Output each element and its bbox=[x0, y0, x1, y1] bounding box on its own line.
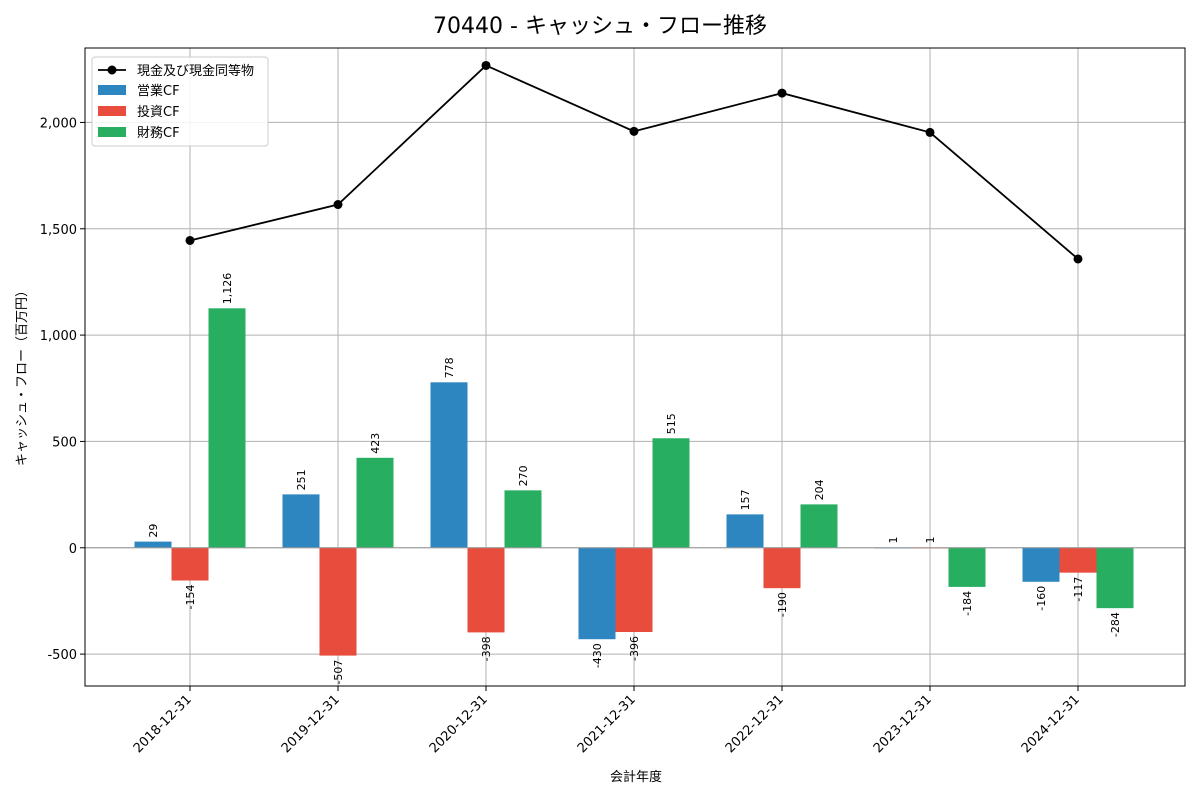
x-axis-label: 会計年度 bbox=[610, 769, 662, 785]
data-label: 778 bbox=[443, 357, 456, 378]
data-label: -184 bbox=[961, 591, 974, 616]
bar-financing bbox=[504, 490, 542, 548]
data-label: -160 bbox=[1035, 586, 1048, 611]
legend-swatch-operating bbox=[98, 85, 126, 95]
y-axis-label: キャッシュ・フロー（百万円） bbox=[15, 284, 30, 466]
bar-financing bbox=[948, 547, 986, 587]
data-label: 1,126 bbox=[221, 273, 234, 305]
legend-operating: 営業CF bbox=[137, 83, 180, 99]
data-label: 270 bbox=[517, 465, 530, 486]
cash-point bbox=[333, 200, 343, 210]
bar-investing bbox=[319, 547, 357, 656]
cash-point bbox=[777, 88, 787, 98]
legend: 現金及び現金同等物 営業CF 投資CF 財務CF bbox=[91, 56, 269, 147]
data-label: -396 bbox=[628, 636, 641, 661]
y-tick-label: 0 bbox=[69, 542, 77, 557]
x-tick-label: 2020-12-31 bbox=[427, 692, 491, 756]
bar-investing bbox=[615, 547, 653, 632]
x-tick-label: 2018-12-31 bbox=[131, 692, 195, 756]
data-label: 204 bbox=[813, 479, 826, 500]
cash-point bbox=[925, 127, 935, 137]
bar-operating bbox=[282, 494, 320, 548]
data-label: -190 bbox=[776, 592, 789, 617]
bar-operating bbox=[1022, 547, 1060, 582]
x-tick-label: 2021-12-31 bbox=[575, 692, 639, 756]
x-tick-label: 2019-12-31 bbox=[279, 692, 343, 756]
data-label: 1 bbox=[924, 537, 937, 544]
cash-line bbox=[185, 60, 1083, 264]
y-tick-label: 2,000 bbox=[40, 116, 77, 131]
bar-financing bbox=[800, 504, 838, 548]
cash-point bbox=[481, 60, 491, 70]
data-label: -117 bbox=[1072, 577, 1085, 602]
y-tick-label: -500 bbox=[47, 648, 77, 663]
x-tick-label: 2022-12-31 bbox=[723, 692, 787, 756]
bar-financing bbox=[652, 438, 690, 548]
legend-investing: 投資CF bbox=[137, 104, 180, 120]
bar-operating bbox=[134, 541, 172, 548]
bar-investing bbox=[763, 547, 801, 589]
x-tick-label: 2023-12-31 bbox=[871, 692, 935, 756]
bar-investing bbox=[1059, 547, 1097, 573]
data-label: -398 bbox=[480, 636, 493, 661]
data-label: 157 bbox=[739, 489, 752, 510]
y-tick-label: 1,000 bbox=[40, 329, 77, 344]
bar-financing bbox=[208, 308, 246, 548]
data-label: 515 bbox=[665, 413, 678, 434]
bar-operating bbox=[726, 514, 764, 548]
bar-investing bbox=[467, 547, 505, 633]
legend-swatch-investing bbox=[98, 106, 126, 116]
legend-cash: 現金及び現金同等物 bbox=[137, 63, 254, 79]
data-label: -507 bbox=[332, 660, 345, 685]
bar-financing bbox=[356, 457, 394, 548]
bar-operating bbox=[430, 382, 468, 548]
plot-area bbox=[84, 47, 1186, 687]
cash-point bbox=[1073, 254, 1083, 264]
data-labels: 29 251 778 -430 157 1 -160 -154 -507 -398 -396 -190… bbox=[147, 273, 1122, 685]
x-axis: 2018-12-31 2019-12-31 2020-12-31 2021-12-31… bbox=[131, 686, 1083, 756]
bar-financing bbox=[1096, 547, 1134, 609]
data-label: -430 bbox=[591, 643, 604, 668]
y-tick-label: 1,500 bbox=[40, 223, 77, 238]
chart-title: 70440 - キャッシュ・フロー推移 bbox=[433, 14, 767, 39]
data-label: 251 bbox=[295, 469, 308, 490]
data-label: 29 bbox=[147, 524, 160, 538]
bars bbox=[134, 308, 1134, 656]
bar-investing bbox=[171, 547, 209, 581]
legend-line-dot bbox=[107, 65, 117, 75]
cash-point bbox=[185, 235, 195, 245]
y-axis: -500 0 500 1,000 1,500 2,000 bbox=[40, 116, 85, 663]
data-label: -284 bbox=[1109, 612, 1122, 637]
data-label: -154 bbox=[184, 585, 197, 610]
data-label: 1 bbox=[887, 537, 900, 544]
data-label: 423 bbox=[369, 433, 382, 454]
legend-financing: 財務CF bbox=[137, 126, 180, 141]
cash-point bbox=[629, 126, 639, 136]
x-tick-label: 2024-12-31 bbox=[1019, 692, 1083, 756]
y-tick-label: 500 bbox=[52, 435, 77, 450]
legend-swatch-financing bbox=[98, 127, 126, 137]
legend-box bbox=[91, 56, 269, 147]
bar-operating bbox=[578, 547, 616, 640]
